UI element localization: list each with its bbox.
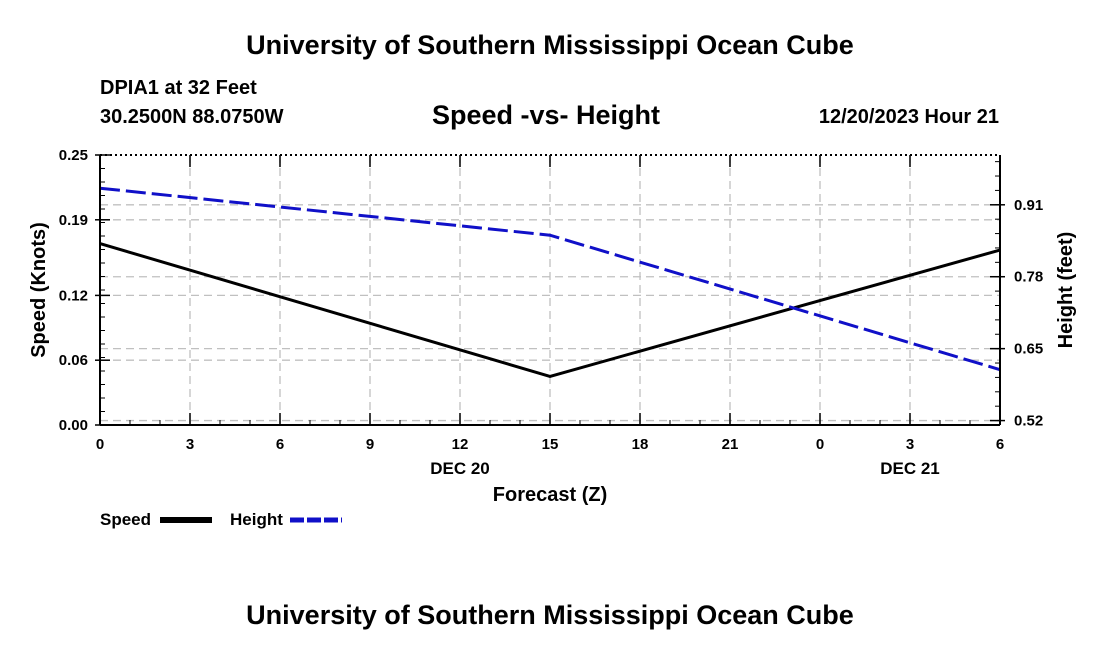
y2-tick-label: 0.52 (1014, 413, 1043, 430)
footer-title: University of Southern Mississippi Ocean… (246, 600, 854, 630)
y2-axis-label: Height (feet) (1055, 232, 1077, 349)
x-axis-label: Forecast (Z) (493, 484, 607, 506)
chart-title: University of Southern Mississippi Ocean… (246, 30, 854, 60)
y-tick-label: 0.25 (59, 147, 88, 164)
y2-tick-label: 0.91 (1014, 197, 1043, 214)
x-tick-label: 6 (996, 436, 1004, 453)
station-label: DPIA1 at 32 Feet (100, 77, 257, 99)
axis-ticks: 0 3 6 9 12 15 18 21 0 3 6 DEC 20 DEC 21 0.00 0.06 0.12 0… (59, 147, 1043, 478)
x-tick-label: 21 (722, 436, 739, 453)
legend-label-speed: Speed (100, 510, 151, 529)
x-date-label: DEC 20 (430, 459, 490, 478)
y-tick-label: 0.00 (59, 417, 88, 434)
x-tick-label: 9 (366, 436, 374, 453)
chart-subtitle: Speed -vs- Height (432, 100, 661, 130)
grid-lines (100, 155, 1000, 425)
series-line-height (99, 186, 1001, 372)
legend: Speed Height (100, 510, 342, 529)
x-date-label: DEC 21 (880, 459, 940, 478)
y2-tick-label: 0.78 (1014, 269, 1043, 286)
x-tick-label: 18 (632, 436, 649, 453)
y2-tick-label: 0.65 (1014, 341, 1043, 358)
y-tick-label: 0.19 (59, 212, 88, 229)
series-line-speed (99, 242, 1001, 378)
x-tick-label: 6 (276, 436, 284, 453)
y-tick-label: 0.12 (59, 287, 88, 304)
x-tick-label: 0 (96, 436, 104, 453)
x-tick-label: 12 (452, 436, 469, 453)
coordinates-label: 30.2500N 88.0750W (100, 106, 284, 128)
x-tick-label: 0 (816, 436, 824, 453)
x-tick-label: 3 (186, 436, 194, 453)
series-group (99, 186, 1001, 378)
x-tick-label: 15 (542, 436, 559, 453)
y-tick-label: 0.06 (59, 352, 88, 369)
legend-label-height: Height (230, 510, 283, 529)
axis-labels-group: Forecast (Z) Speed (Knots) Height (feet) (28, 222, 1077, 506)
x-tick-label: 3 (906, 436, 914, 453)
y-axis-label: Speed (Knots) (28, 222, 50, 358)
datetime-label: 12/20/2023 Hour 21 (818, 106, 999, 128)
